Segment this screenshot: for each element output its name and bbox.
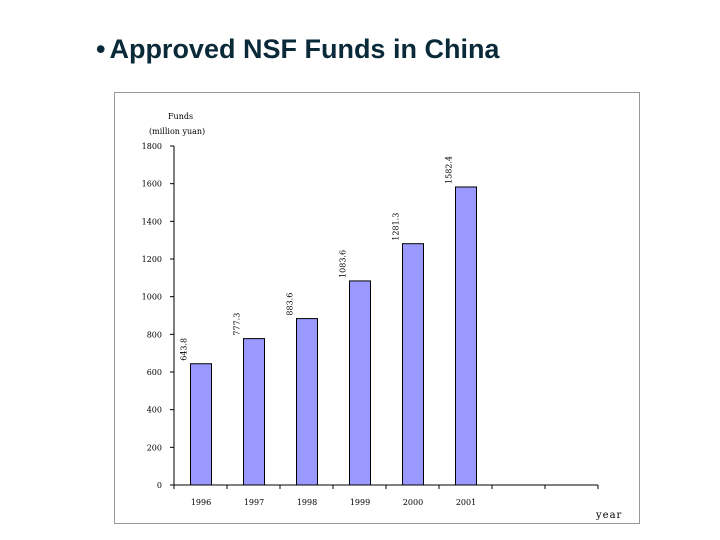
data-label-2001: 1582.4 (445, 156, 454, 184)
slide-title: • Approved NSF Funds in China (96, 34, 499, 65)
bar-2001 (455, 186, 477, 486)
data-label-1996: 643.8 (180, 338, 189, 361)
y-tick-label-5: 1000 (142, 293, 162, 302)
bar-2000 (402, 243, 424, 486)
data-label-1999: 1083.6 (339, 250, 348, 278)
x-axis-title: year (595, 510, 622, 521)
y-tick-label-4: 800 (147, 330, 162, 339)
chart-frame (114, 92, 640, 524)
bar-1998 (296, 318, 318, 486)
y-axis-title-line1: Funds (168, 112, 193, 121)
x-tick-label-1996: 1996 (191, 498, 211, 507)
data-label-1998: 883.6 (286, 293, 295, 316)
data-label-1997: 777.3 (233, 313, 242, 336)
y-tick-label-8: 1600 (142, 180, 162, 189)
bar-1999 (349, 280, 371, 486)
x-tick-label-1998: 1998 (297, 498, 317, 507)
x-tick-label-2001: 2001 (456, 498, 476, 507)
x-tick-label-1997: 1997 (244, 498, 264, 507)
y-tick-label-2: 400 (147, 406, 162, 415)
y-tick-label-7: 1400 (142, 217, 162, 226)
y-axis-title-line2: (million yuan) (149, 127, 205, 136)
chart-plot-area: 0 200 400 600 800 1000 1200 1400 1600 1800 1996 643… (142, 142, 599, 507)
y-tick-label-3: 600 (147, 368, 162, 377)
title-bullet: • (96, 34, 106, 64)
x-tick-label-1999: 1999 (350, 498, 370, 507)
y-tick-label-6: 1200 (142, 255, 162, 264)
y-tick-label-0: 0 (157, 481, 162, 490)
title-text: Approved NSF Funds in China (109, 34, 500, 64)
y-tick-label-1: 200 (147, 443, 162, 452)
data-label-2000: 1281.3 (392, 213, 401, 241)
x-tick-label-2000: 2000 (403, 498, 423, 507)
bar-1997 (243, 338, 265, 486)
bar-1996 (190, 363, 212, 486)
y-tick-label-9: 1800 (142, 142, 162, 151)
